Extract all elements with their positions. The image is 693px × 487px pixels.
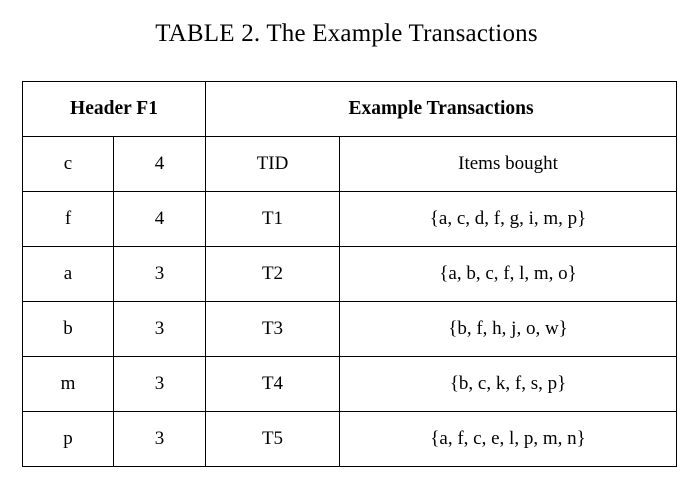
count-cell: 3 bbox=[112, 301, 207, 357]
count-cell: 4 bbox=[112, 136, 207, 192]
table-row: f 4 T1 {a, c, d, f, g, i, m, p} bbox=[22, 191, 678, 247]
transactions-table: Header F1 Example Transactions c 4 TID I… bbox=[21, 81, 678, 467]
items-bought-cell: {a, f, c, e, l, p, m, n} bbox=[339, 411, 678, 467]
table-caption: TABLE 2. The Example Transactions bbox=[155, 20, 538, 47]
items-bought-cell: Items bought bbox=[339, 136, 678, 192]
tid-cell: T3 bbox=[205, 301, 341, 357]
tid-cell: T1 bbox=[205, 191, 341, 247]
count-cell: 3 bbox=[112, 411, 207, 467]
item-cell: a bbox=[22, 246, 114, 302]
table-row: p 3 T5 {a, f, c, e, l, p, m, n} bbox=[22, 411, 678, 467]
item-cell: m bbox=[22, 356, 114, 412]
items-bought-cell: {a, b, c, f, l, m, o} bbox=[339, 246, 678, 302]
count-cell: 4 bbox=[112, 191, 207, 247]
tid-cell: T4 bbox=[205, 356, 341, 412]
item-cell: f bbox=[22, 191, 114, 247]
items-bought-cell: {b, f, h, j, o, w} bbox=[339, 301, 678, 357]
item-cell: p bbox=[22, 411, 114, 467]
table-row: c 4 TID Items bought bbox=[22, 136, 678, 192]
tid-cell: T2 bbox=[205, 246, 341, 302]
count-cell: 3 bbox=[112, 356, 207, 412]
header-f1-cell: Header F1 bbox=[21, 81, 207, 137]
table-row: b 3 T3 {b, f, h, j, o, w} bbox=[22, 301, 678, 357]
item-cell: c bbox=[22, 136, 114, 192]
table-header-row: Header F1 Example Transactions bbox=[21, 81, 678, 137]
items-bought-cell: {a, c, d, f, g, i, m, p} bbox=[339, 191, 678, 247]
example-transactions-header-cell: Example Transactions bbox=[205, 81, 678, 137]
table-row: a 3 T2 {a, b, c, f, l, m, o} bbox=[22, 246, 678, 302]
tid-cell: TID bbox=[205, 136, 341, 192]
items-bought-cell: {b, c, k, f, s, p} bbox=[339, 356, 678, 412]
item-cell: b bbox=[22, 301, 114, 357]
tid-cell: T5 bbox=[205, 411, 341, 467]
table-row: m 3 T4 {b, c, k, f, s, p} bbox=[22, 356, 678, 412]
count-cell: 3 bbox=[112, 246, 207, 302]
